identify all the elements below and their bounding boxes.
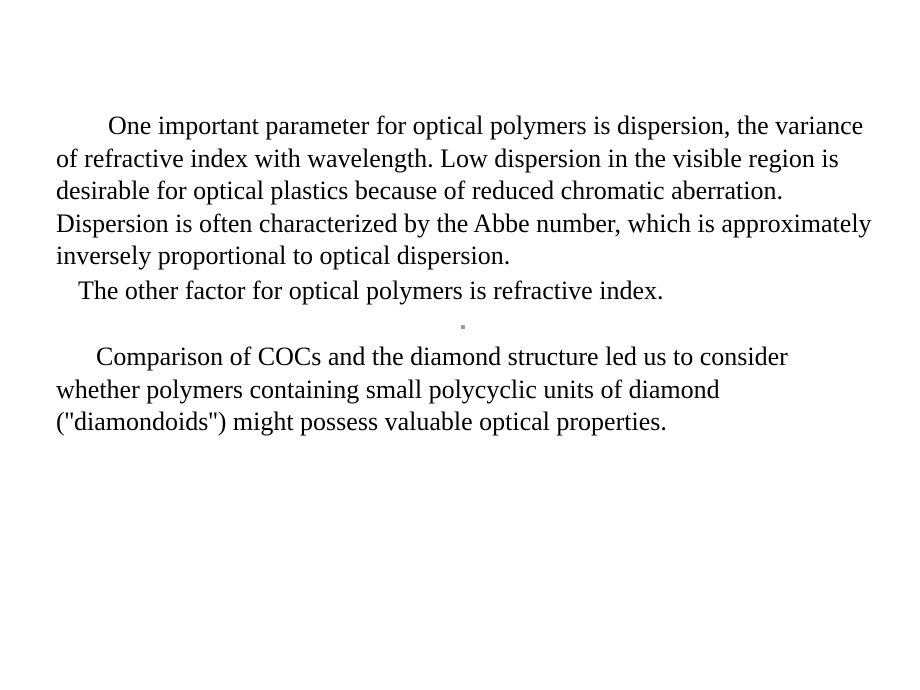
slide-marker-icon: ▪ xyxy=(460,318,466,338)
paragraph-refractive-index: The other factor for optical polymers is… xyxy=(56,275,872,308)
paragraph-diamondoids: Comparison of COCs and the diamond struc… xyxy=(56,341,872,439)
paragraph-dispersion: One important parameter for optical poly… xyxy=(56,110,872,273)
